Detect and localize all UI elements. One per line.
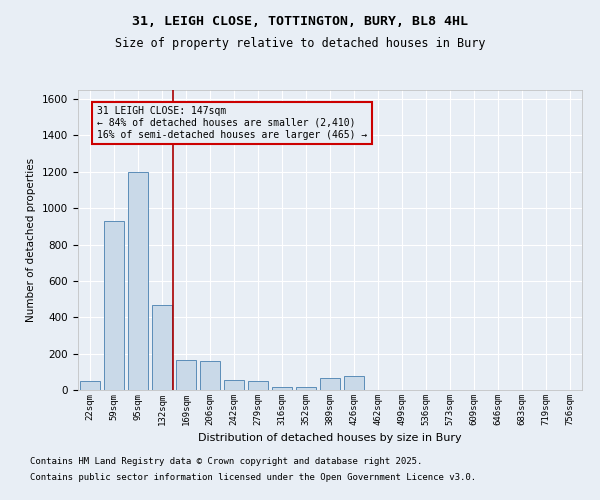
Bar (200, 361, 220, 390)
Text: 31 LEIGH CLOSE: 147sqm
← 84% of detached houses are smaller (2,410)
16% of semi-: 31 LEIGH CLOSE: 147sqm ← 84% of detached… (97, 106, 367, 140)
Bar (128, 172, 148, 390)
Bar (152, 306, 172, 390)
Text: Size of property relative to detached houses in Bury: Size of property relative to detached ho… (115, 38, 485, 51)
Text: 31, LEIGH CLOSE, TOTTINGTON, BURY, BL8 4HL: 31, LEIGH CLOSE, TOTTINGTON, BURY, BL8 4… (132, 15, 468, 28)
Bar (80, 381, 100, 390)
Bar (296, 388, 316, 390)
Text: Contains HM Land Registry data © Crown copyright and database right 2025.: Contains HM Land Registry data © Crown c… (30, 458, 422, 466)
Bar (320, 378, 340, 390)
Y-axis label: Number of detached properties: Number of detached properties (26, 158, 37, 322)
Bar (344, 376, 364, 390)
X-axis label: Distribution of detached houses by size in Bury: Distribution of detached houses by size … (198, 434, 462, 444)
Bar (104, 221, 124, 390)
Bar (248, 381, 268, 390)
Text: Contains public sector information licensed under the Open Government Licence v3: Contains public sector information licen… (30, 472, 476, 482)
Bar (224, 380, 244, 390)
Bar (176, 360, 196, 390)
Bar (272, 388, 292, 390)
